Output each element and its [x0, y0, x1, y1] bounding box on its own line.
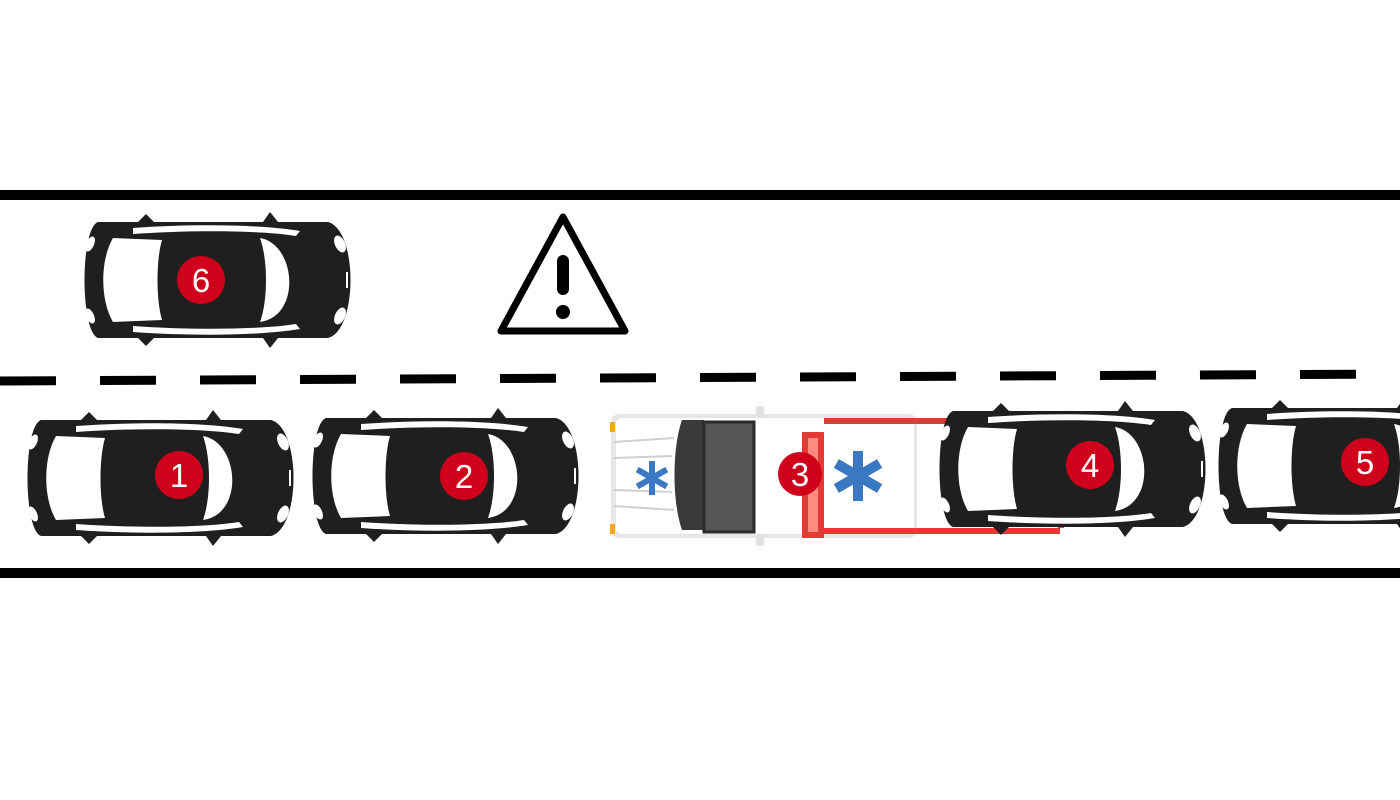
- warning-triangle-icon: [497, 213, 629, 335]
- car-5: 5: [1216, 398, 1400, 534]
- car-6-label: 6: [192, 262, 210, 299]
- car-4-label: 4: [1081, 447, 1099, 484]
- car-2: 2: [310, 408, 579, 544]
- car-1-label: 1: [170, 457, 188, 494]
- road-edge-top: [0, 190, 1400, 200]
- car-1: 1: [25, 410, 294, 546]
- car-4: 4: [937, 401, 1206, 537]
- road-edge-bottom: [0, 568, 1400, 578]
- car-6: 6: [82, 212, 351, 348]
- ambulance-3-label: 3: [791, 456, 809, 493]
- car-1-badge: [155, 451, 203, 499]
- car-4-badge: [1066, 441, 1114, 489]
- car-2-label: 2: [455, 458, 473, 495]
- lane-divider: [0, 369, 1400, 386]
- car-5-label: 5: [1356, 444, 1374, 481]
- car-6-badge: [177, 256, 225, 304]
- car-2-badge: [440, 452, 488, 500]
- ambulance-3-badge: [778, 452, 822, 496]
- car-5-badge: [1341, 438, 1389, 486]
- ambulance-3: 3: [608, 404, 1066, 548]
